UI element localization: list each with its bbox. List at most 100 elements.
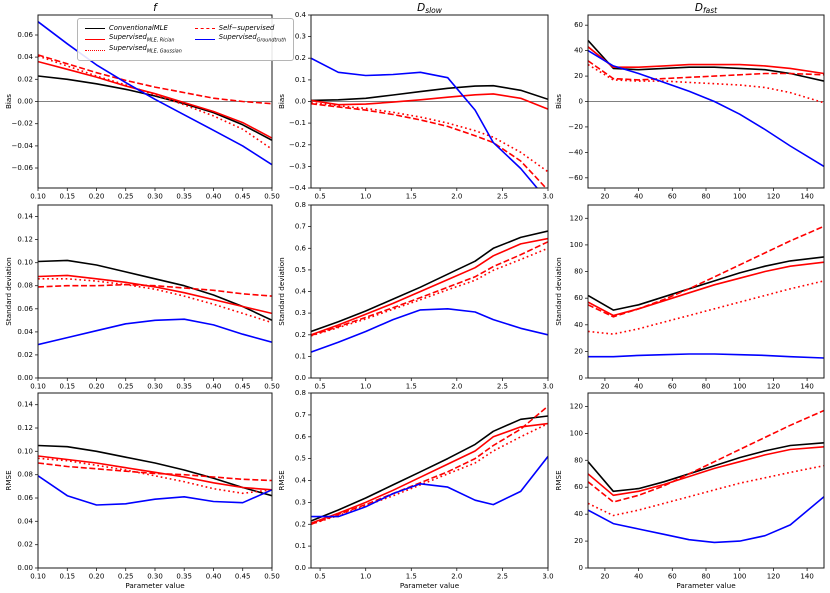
legend-item-self-supervised: Self−supervised: [194, 23, 286, 34]
y-tick-label: 80: [574, 456, 583, 464]
x-tick-label: 2.5: [497, 382, 508, 390]
y-tick-label: 0.00: [17, 98, 33, 106]
series-conventional-mle: [38, 75, 272, 142]
y-tick-label: 40: [574, 510, 583, 518]
y-tick-label: 0.8: [295, 389, 306, 397]
x-tick-label: 2.5: [497, 572, 508, 580]
series-supervised-mle-gaussian: [311, 101, 548, 173]
x-tick-label: 1.5: [406, 382, 417, 390]
y-tick-label: 0.8: [295, 201, 306, 209]
x-tick-label: 40: [634, 192, 643, 200]
y-tick-label: 0.6: [295, 433, 307, 441]
series-supervised-mle-gaussian: [38, 277, 272, 324]
x-tick-label: 0.45: [235, 192, 251, 200]
series-supervised-groundtruth: [311, 57, 539, 188]
y-tick-label: 0: [579, 98, 583, 106]
y-tick-label: 0.3: [295, 498, 306, 506]
axis-ticks: 20 40 60 80 100 120 140 60 40 20 0 −20 −40 −60: [568, 21, 814, 200]
y-tick-label: 0.1: [295, 542, 306, 550]
subplot-dslow-rmse: 0.5 1.0 1.5 2.0 2.5 3.0 0.8 0.7 0.6 0.5 0.4 0.3 0.2 0…: [277, 389, 554, 590]
y-tick-label: 0.08: [17, 471, 33, 479]
x-tick-label: 80: [702, 572, 711, 580]
y-tick-label: 0.02: [17, 541, 33, 549]
y-axis-label: Bias: [554, 94, 563, 109]
series-conventional-mle: [38, 259, 272, 322]
y-tick-label: 0.4: [295, 11, 307, 19]
series-self-supervised: [38, 462, 272, 482]
series-supervised-groundtruth: [588, 496, 824, 544]
x-tick-label: 140: [800, 572, 813, 580]
y-tick-label: 0.04: [17, 328, 33, 336]
y-tick-label: 0.0: [295, 374, 306, 382]
x-tick-label: 1.5: [406, 572, 417, 580]
y-tick-label: 0.2: [295, 520, 306, 528]
y-tick-label: 40: [574, 321, 583, 329]
y-axis-label: RMSE: [4, 470, 13, 491]
legend-label-conventional-mle: ConventionalMLE: [109, 24, 168, 32]
y-axis-label: RMSE: [554, 470, 563, 491]
supervised-mle-rician-line-sample: [85, 39, 105, 40]
axes-frame: [310, 392, 549, 569]
axes-frame: [310, 204, 549, 379]
axis-ticks: 0.5 1.0 1.5 2.0 2.5 3.0 0.4 0.3 0.2 0.1 0.0 −0.1 −0.…: [289, 11, 554, 200]
x-tick-label: 60: [668, 382, 677, 390]
y-axis-label: Standard deviation: [554, 257, 563, 325]
y-tick-label: −40: [568, 148, 583, 156]
series-self-supervised: [311, 102, 548, 188]
axis-ticks: 0.5 1.0 1.5 2.0 2.5 3.0 0.8 0.7 0.6 0.5 0.4 0.3 0.2 0…: [295, 389, 554, 580]
y-tick-label: 80: [574, 268, 583, 276]
x-tick-label: 0.40: [206, 192, 222, 200]
x-tick-label: 0.20: [89, 572, 105, 580]
series-supervised-groundtruth: [38, 475, 272, 506]
series-supervised-mle-gaussian: [311, 247, 548, 337]
x-tick-label: 80: [702, 192, 711, 200]
legend-item-conventional-mle: ConventionalMLE: [85, 23, 182, 34]
y-tick-label: 0.10: [17, 447, 33, 455]
series-supervised-mle-rician: [38, 455, 272, 491]
series-supervised-mle-gaussian: [588, 63, 824, 104]
y-tick-label: 0.3: [295, 309, 306, 317]
series-supervised-groundtruth: [588, 353, 824, 359]
y-tick-label: −60: [568, 174, 583, 182]
series-supervised-mle-rician: [588, 46, 824, 75]
series-supervised-mle-rician: [38, 60, 272, 139]
subplot-dfast-bias: 20 40 60 80 100 120 140 60 40 20 0 −20 −40 −60 Dfast Bi…: [554, 2, 825, 200]
x-tick-label: 2.0: [451, 382, 462, 390]
x-tick-label: 100: [733, 572, 746, 580]
x-tick-label: 0.35: [176, 382, 192, 390]
x-tick-label: 0.5: [315, 192, 326, 200]
y-tick-label: 0.08: [17, 282, 33, 290]
y-tick-label: 0.06: [17, 494, 33, 502]
y-tick-label: 60: [574, 21, 583, 29]
subplot-dslow-bias: 0.5 1.0 1.5 2.0 2.5 3.0 0.4 0.3 0.2 0.1 0.0 −0.1 −0.…: [277, 2, 554, 200]
x-tick-label: 0.10: [30, 192, 46, 200]
x-tick-label: 80: [702, 382, 711, 390]
y-tick-label: −20: [568, 123, 583, 131]
y-tick-label: 0.1: [295, 352, 306, 360]
series-conventional-mle: [588, 39, 824, 82]
x-tick-label: 0.35: [176, 192, 192, 200]
legend-label-supervised-mle-gaussian: SupervisedMLE, Gaussian: [109, 44, 182, 55]
y-tick-label: 0.5: [295, 266, 306, 274]
axis-ticks: 20 40 60 80 100 120 140 120 100 80 60 40 20 0: [570, 403, 814, 581]
y-axis-label: Bias: [277, 94, 286, 109]
x-tick-label: 120: [767, 382, 780, 390]
supervised-groundtruth-line-sample: [194, 39, 215, 40]
series-supervised-mle-rician: [38, 274, 272, 315]
subplot-f-rmse: 0.10 0.15 0.20 0.25 0.30 0.35 0.40 0.45 0.50 0.14…: [4, 392, 280, 590]
x-tick-label: 0.25: [118, 382, 134, 390]
y-tick-label: −0.04: [12, 142, 34, 150]
y-tick-label: 0.04: [17, 53, 33, 61]
axes-frame: [37, 204, 273, 379]
legend: ConventionalMLE SupervisedMLE, Rician Supe…: [77, 18, 295, 61]
x-tick-label: 120: [767, 192, 780, 200]
y-tick-label: 20: [574, 72, 583, 80]
subplot-dfast-rmse: 20 40 60 80 100 120 140 120 100 80 60 40 20 0 RMSE Para…: [554, 392, 825, 590]
x-tick-label: 100: [733, 192, 746, 200]
x-tick-label: 60: [668, 572, 677, 580]
x-tick-label: 140: [800, 382, 813, 390]
subplot-title: Dfast: [695, 2, 718, 15]
y-tick-label: 0.02: [17, 351, 33, 359]
y-tick-label: 60: [574, 294, 583, 302]
x-tick-label: 0.15: [60, 382, 76, 390]
